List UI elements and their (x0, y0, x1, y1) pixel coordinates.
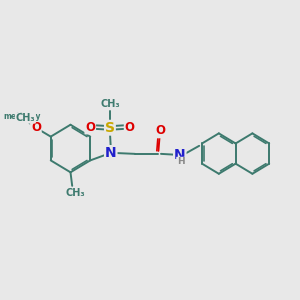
Text: O: O (31, 121, 41, 134)
Text: N: N (105, 146, 117, 160)
Text: S: S (105, 121, 115, 135)
Text: O: O (124, 121, 135, 134)
Text: CH₃: CH₃ (65, 188, 85, 197)
Text: H: H (177, 158, 184, 166)
Text: N: N (174, 148, 186, 162)
Text: methoxy: methoxy (3, 112, 40, 121)
Text: O: O (85, 121, 95, 134)
Text: CH₃: CH₃ (16, 113, 35, 123)
Text: O: O (155, 124, 165, 137)
Text: CH₃: CH₃ (100, 99, 120, 109)
